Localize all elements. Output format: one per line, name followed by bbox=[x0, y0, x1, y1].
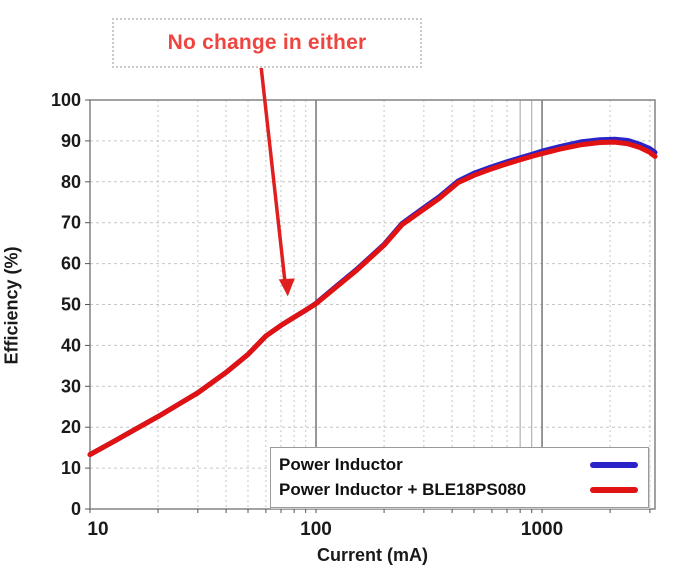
y-tick-label: 40 bbox=[61, 335, 81, 355]
legend-item: Power Inductor + BLE18PS080 bbox=[271, 480, 648, 500]
y-tick-label: 100 bbox=[51, 90, 81, 110]
legend-line-power-inductor bbox=[590, 462, 638, 468]
annotation-label: No change in either bbox=[167, 31, 367, 54]
y-tick-label: 90 bbox=[61, 131, 81, 151]
legend-item-label: Power Inductor + BLE18PS080 bbox=[279, 480, 527, 499]
y-tick-label: 60 bbox=[61, 254, 81, 274]
y-tick-label: 80 bbox=[61, 172, 81, 192]
x-tick-label: 1000 bbox=[521, 519, 563, 540]
x-tick-label: 10 bbox=[87, 519, 108, 540]
x-tick-label: 100 bbox=[300, 519, 332, 540]
annotation-arrowhead bbox=[278, 278, 295, 297]
legend-item-label: Power Inductor bbox=[279, 455, 403, 474]
y-tick-label: 10 bbox=[61, 458, 81, 478]
y-tick-label: 70 bbox=[61, 213, 81, 233]
legend-item: Power Inductor bbox=[271, 455, 648, 475]
y-tick-label: 30 bbox=[61, 376, 81, 396]
annotation-arrow-line bbox=[259, 65, 287, 281]
legend: Power Inductor Power Inductor + BLE18PS0… bbox=[270, 447, 649, 508]
y-tick-label: 20 bbox=[61, 417, 81, 437]
annotation-box: No change in either bbox=[112, 18, 422, 68]
legend-line-power-inductor-ble18ps080 bbox=[590, 487, 638, 493]
y-tick-label: 0 bbox=[71, 499, 81, 519]
y-tick-label: 50 bbox=[61, 295, 81, 315]
x-axis-title: Current (mA) bbox=[317, 545, 428, 565]
y-axis-title: Efficiency (%) bbox=[1, 246, 22, 365]
series-line-power-inductor-ble18ps080 bbox=[87, 139, 658, 458]
